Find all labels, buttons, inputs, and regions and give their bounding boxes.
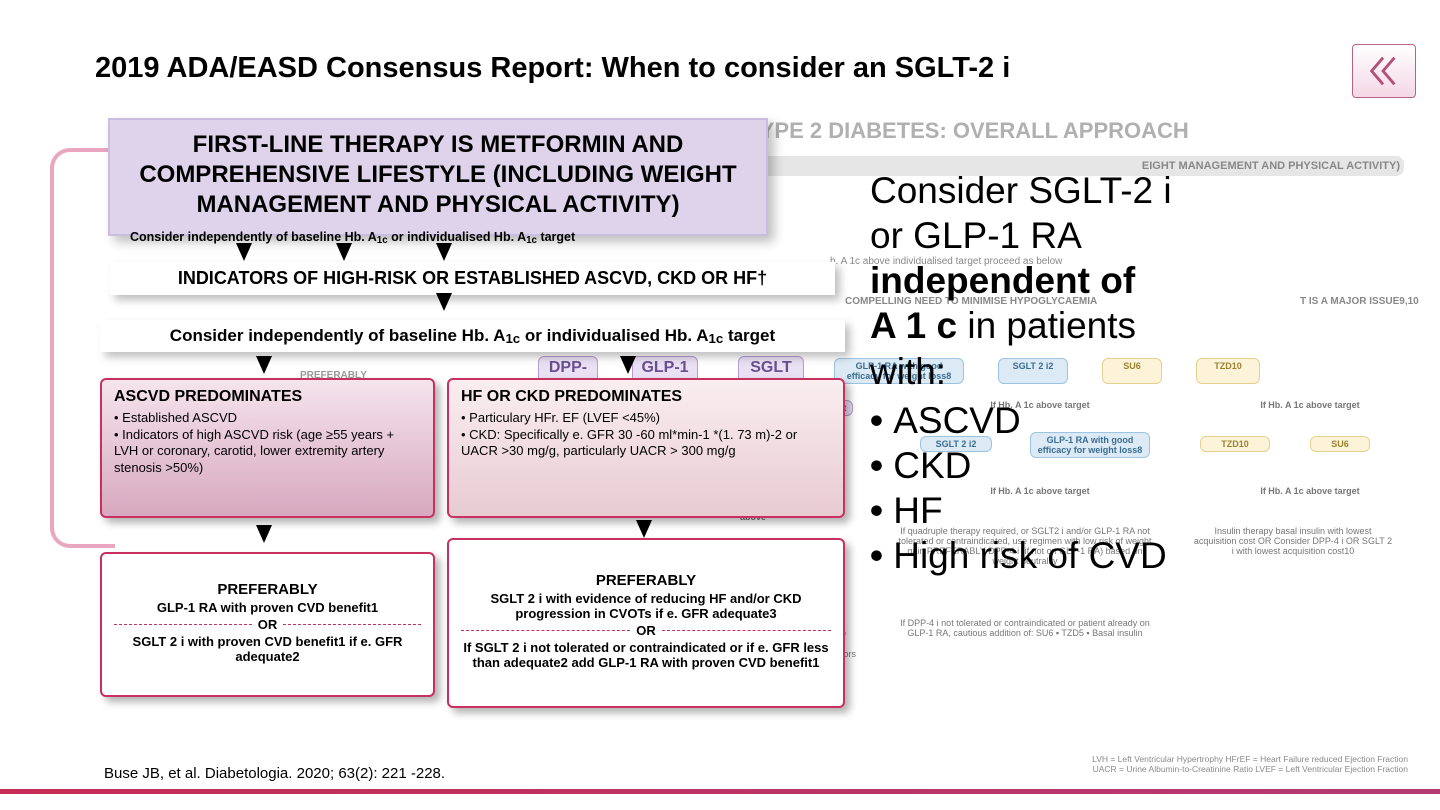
preferably-ascvd-box: PREFERABLY GLP-1 RA with proven CVD bene… — [100, 552, 435, 697]
arrow-icon — [256, 356, 272, 374]
or-label: OR — [258, 617, 278, 632]
arrow-icon — [336, 243, 352, 261]
ascvd-bullet: Indicators of high ASCVD risk (age ≥55 y… — [114, 427, 394, 475]
page-title: 2019 ADA/EASD Consensus Report: When to … — [95, 52, 1370, 85]
summary-l2b: A 1 c — [870, 305, 957, 346]
pref-ascvd-line2: SGLT 2 i with proven CVD benefit1 if e. … — [114, 634, 421, 664]
preferably-label: PREFERABLY — [217, 581, 317, 598]
summary-item: High risk of CVD — [870, 533, 1430, 578]
summary-l2c: in patients — [957, 305, 1136, 346]
slide: 2019 ADA/EASD Consensus Report: When to … — [0, 0, 1440, 810]
hfckd-bullet: CKD: Specifically e. GFR 30 -60 ml*min-1… — [461, 427, 797, 459]
hfckd-heading: HF OR CKD PREDOMINATES — [461, 388, 831, 406]
arrow-icon — [256, 525, 272, 543]
bottom-accent-bar — [0, 789, 1440, 794]
hfckd-bullet: Particulary HFr. EF (LVEF <45%) — [469, 410, 660, 425]
pref-hf-line2: If SGLT 2 i not tolerated or contraindic… — [461, 640, 831, 670]
or-label: OR — [636, 623, 656, 638]
footnote: LVH = Left Ventricular Hypertrophy HFrEF… — [1092, 754, 1408, 774]
pref-ascvd-line1: GLP-1 RA with proven CVD benefit1 — [157, 600, 378, 615]
summary-item: CKD — [870, 443, 1430, 488]
hfckd-body: • Particulary HFr. EF (LVEF <45%) • CKD:… — [461, 410, 831, 460]
summary-l2a: independent of — [870, 260, 1135, 301]
ascvd-bullet: Established ASCVD — [122, 410, 237, 425]
summary-l1a: Consider SGLT-2 i — [870, 170, 1172, 211]
footnote-line: UACR = Urine Albumin-to-Creatinine Ratio… — [1093, 764, 1408, 774]
indicators-box: INDICATORS OF HIGH-RISK OR ESTABLISHED A… — [110, 262, 835, 295]
ascvd-body: • Established ASCVD • Indicators of high… — [114, 410, 421, 477]
preferably-hfckd-box: PREFERABLY SGLT 2 i with evidence of red… — [447, 538, 845, 708]
double-chevron-left-icon — [1365, 52, 1403, 90]
arrow-icon — [636, 520, 652, 538]
arrow-icon — [436, 293, 452, 311]
summary-callout: Consider SGLT-2 i or GLP-1 RA independen… — [870, 168, 1430, 578]
ascvd-heading: ASCVD PREDOMINATES — [114, 388, 421, 406]
ascvd-predominates-box: ASCVD PREDOMINATES • Established ASCVD •… — [100, 378, 435, 518]
footnote-line: LVH = Left Ventricular Hypertrophy HFrEF… — [1092, 754, 1408, 764]
firstline-therapy-box: FIRST-LINE THERAPY IS METFORMIN AND COMP… — [108, 118, 768, 236]
preferably-label: PREFERABLY — [596, 572, 696, 589]
arrow-icon — [620, 356, 636, 374]
summary-l3: with: — [870, 351, 946, 392]
arrow-icon — [236, 243, 252, 261]
consider-independently-small: Consider independently of baseline Hb. A… — [130, 230, 660, 244]
arrow-icon — [436, 243, 452, 261]
citation: Buse JB, et al. Diabetologia. 2020; 63(2… — [104, 765, 445, 782]
prev-slide-button[interactable] — [1352, 44, 1416, 98]
hf-ckd-predominates-box: HF OR CKD PREDOMINATES • Particulary HFr… — [447, 378, 845, 518]
summary-item: HF — [870, 488, 1430, 533]
summary-l1b: or GLP-1 RA — [870, 215, 1082, 256]
consider-independently-large: Consider independently of baseline Hb. A… — [100, 320, 845, 352]
summary-item: ASCVD — [870, 398, 1430, 443]
pref-hf-line1: SGLT 2 i with evidence of reducing HF an… — [461, 591, 831, 621]
bg-dppcaution: If DPP-4 i not tolerated or contraindica… — [890, 614, 1160, 642]
